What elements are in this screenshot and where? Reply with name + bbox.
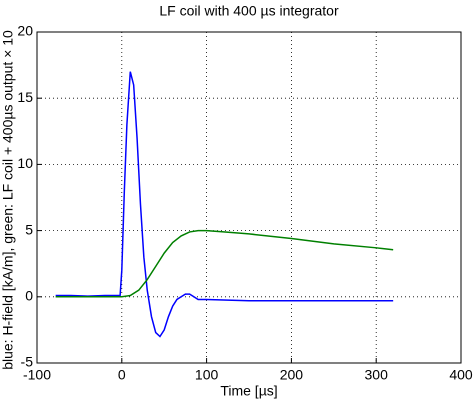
- x-tick-label: 300: [365, 367, 389, 383]
- x-tick-label: 400: [449, 367, 473, 383]
- y-tick-label: -5: [21, 354, 34, 370]
- x-axis-label: Time [µs]: [220, 383, 277, 399]
- y-axis-label: blue: H-field [kA/m], green: LF coil + 4…: [0, 30, 16, 370]
- chart-title: LF coil with 400 µs integrator: [159, 3, 339, 19]
- x-tick-label: 200: [280, 367, 304, 383]
- x-tick-label: 0: [118, 367, 126, 383]
- y-tick-label: 0: [25, 288, 33, 304]
- x-tick-label: -100: [23, 367, 51, 383]
- y-tick-label: 20: [17, 23, 33, 39]
- y-tick-label: 5: [25, 221, 33, 237]
- plot-frame: [36, 31, 462, 364]
- y-tick-label: 15: [17, 89, 33, 105]
- data-line: [55, 229, 394, 298]
- x-tick-label: 100: [195, 367, 219, 383]
- data-line: [55, 71, 394, 338]
- y-tick-label: 10: [17, 155, 33, 171]
